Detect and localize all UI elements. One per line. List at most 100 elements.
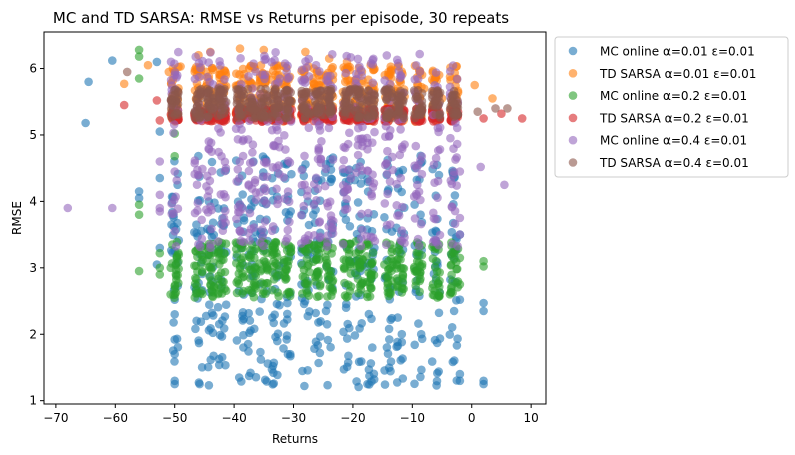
data-point [236, 261, 245, 271]
data-point [380, 380, 390, 389]
data-point [300, 151, 309, 161]
data-point [108, 203, 117, 213]
data-point [271, 238, 281, 248]
legend-label: MC online α=0.4 ε=0.01 [600, 134, 747, 148]
data-point [214, 288, 223, 298]
data-point [351, 268, 361, 278]
data-point [246, 286, 256, 295]
data-point [326, 103, 335, 112]
data-point [219, 277, 228, 287]
data-point [353, 150, 363, 160]
data-point [170, 227, 179, 236]
data-point [119, 79, 129, 89]
data-point [384, 324, 394, 334]
data-point [170, 349, 179, 359]
data-point [207, 147, 216, 156]
data-point [433, 176, 443, 186]
data-point [470, 80, 480, 90]
data-point [279, 92, 289, 102]
data-point [346, 174, 356, 183]
legend-item: TD SARSA α=0.01 ε=0.01 [568, 67, 756, 81]
data-point [269, 379, 279, 388]
data-point [427, 357, 437, 366]
data-point [283, 105, 293, 114]
data-point [194, 338, 204, 348]
data-point [279, 319, 289, 328]
data-point [232, 288, 242, 298]
legend-frame [554, 36, 789, 178]
data-point [445, 330, 455, 339]
data-point [323, 258, 332, 268]
data-point [134, 193, 144, 203]
data-point [428, 283, 437, 293]
data-point [324, 123, 334, 133]
data-point [281, 113, 291, 123]
data-point [248, 148, 257, 157]
data-point [299, 265, 309, 275]
data-point [203, 112, 213, 122]
data-point [272, 184, 281, 194]
data-point [415, 287, 425, 297]
data-point [449, 170, 458, 180]
data-point [236, 54, 245, 63]
data-point [447, 227, 457, 237]
data-point [170, 310, 179, 319]
data-point [339, 365, 349, 374]
data-point [235, 226, 244, 236]
data-point [297, 210, 306, 220]
data-point [256, 355, 266, 364]
data-point [232, 214, 241, 224]
data-point [363, 138, 372, 148]
data-point [367, 314, 376, 324]
data-point [235, 174, 244, 183]
legend-item: TD SARSA α=0.4 ε=0.01 [568, 156, 749, 170]
data-point [246, 93, 255, 102]
data-point [395, 93, 404, 102]
data-point [346, 282, 356, 291]
data-point [245, 236, 254, 245]
data-point [119, 100, 129, 110]
x-axis: −70 −60 −50 −40 −30 −20 −10 0 10 [43, 404, 539, 425]
data-point [417, 251, 427, 260]
data-point [304, 123, 314, 133]
data-point [122, 67, 132, 77]
data-point [350, 331, 360, 340]
data-point [414, 241, 424, 251]
data-point [214, 94, 224, 103]
data-point [342, 299, 351, 309]
data-point [207, 224, 216, 234]
data-point [415, 67, 425, 76]
data-point [245, 208, 255, 218]
data-point [365, 371, 374, 381]
data-point [269, 368, 278, 378]
data-point [286, 97, 295, 106]
data-point [503, 104, 512, 113]
data-point [257, 278, 266, 287]
data-point [345, 128, 354, 138]
data-point [392, 179, 401, 189]
y-axis: 1 2 3 4 5 6 [29, 62, 44, 408]
data-point [309, 179, 319, 189]
data-point [170, 167, 179, 176]
data-point [455, 213, 465, 223]
data-point [282, 335, 292, 344]
data-point [214, 204, 223, 213]
data-point [271, 84, 280, 93]
x-tick-label: −20 [340, 411, 365, 425]
data-point [248, 140, 258, 149]
data-point [313, 87, 322, 96]
data-point [473, 107, 483, 116]
data-point [245, 316, 255, 325]
data-point [269, 257, 278, 266]
data-point [170, 90, 179, 100]
data-point [341, 68, 351, 78]
data-point [217, 152, 226, 161]
data-point [312, 196, 321, 205]
data-point [363, 379, 372, 389]
data-point [312, 292, 322, 302]
data-point [315, 120, 325, 129]
data-point [108, 56, 117, 65]
x-tick-label: −10 [400, 411, 425, 425]
data-point [314, 218, 324, 227]
data-point [411, 141, 421, 151]
